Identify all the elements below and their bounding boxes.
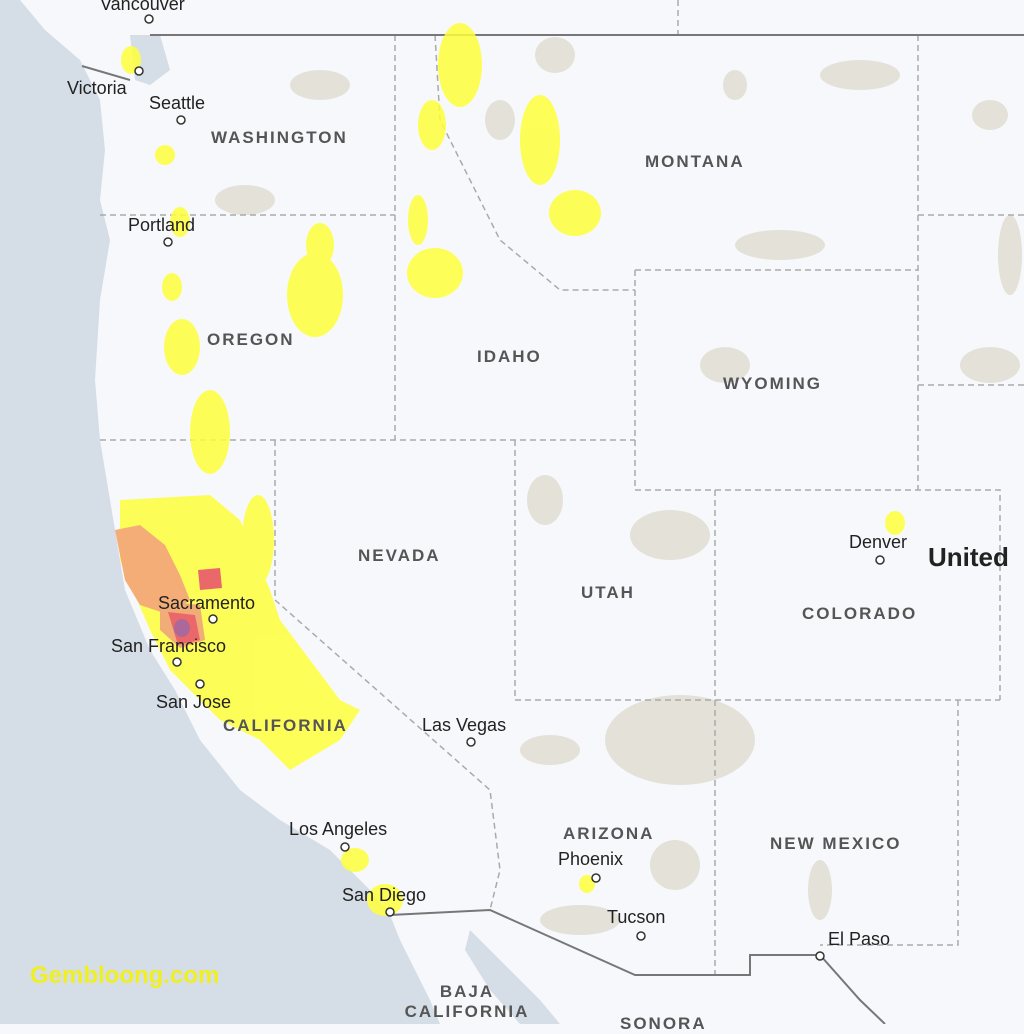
city-label-san-francisco[interactable]: San Francisco (111, 636, 227, 656)
city-label-sacramento[interactable]: Sacramento (158, 593, 256, 613)
city-label-phoenix[interactable]: Phoenix (558, 849, 624, 869)
state-label-colorado: COLORADO (802, 604, 918, 623)
state-label-california: CALIFORNIA (223, 716, 348, 735)
state-label-montana: MONTANA (645, 152, 745, 171)
city-label-el-paso[interactable]: El Paso (828, 929, 891, 949)
city-label-seattle[interactable]: Seattle (149, 93, 206, 113)
city-label-portland[interactable]: Portland (128, 215, 196, 235)
city-label-san-diego[interactable]: San Diego (342, 885, 427, 905)
state-label-idaho: IDAHO (477, 347, 542, 366)
state-label-washington: WASHINGTON (211, 128, 348, 147)
state-borders (100, 0, 1024, 975)
state-label-new-mexico: NEW MEXICO (770, 834, 902, 853)
city-label-vancouver[interactable]: Vancouver (100, 0, 185, 14)
pacific-ocean (0, 0, 440, 1024)
city-label-san-jose[interactable]: San Jose (156, 692, 232, 712)
city-label-denver[interactable]: Denver (849, 532, 908, 552)
air-quality-overlay (115, 23, 905, 916)
city-markers (134, 14, 885, 961)
state-label-oregon: OREGON (207, 330, 295, 349)
state-label-baja-california: BAJA CALIFORNIA (404, 982, 530, 1021)
city-label-tucson[interactable]: Tucson (607, 907, 666, 927)
state-label-utah: UTAH (581, 583, 635, 602)
country-label-united-states: United (928, 542, 1009, 572)
state-label-wyoming: WYOMING (723, 374, 822, 393)
state-label-sonora: SONORA (620, 1014, 707, 1033)
city-label-las-vegas[interactable]: Las Vegas (422, 715, 507, 735)
public-lands (215, 37, 1022, 935)
city-label-los-angeles[interactable]: Los Angeles (289, 819, 388, 839)
watermark: Gembloong.com (30, 962, 220, 989)
gulf-of-california (465, 930, 560, 1024)
country-borders (81, 34, 1024, 1024)
state-label-nevada: NEVADA (358, 546, 441, 565)
state-label-arizona: ARIZONA (563, 824, 655, 843)
city-label-victoria[interactable]: Victoria (67, 78, 127, 98)
